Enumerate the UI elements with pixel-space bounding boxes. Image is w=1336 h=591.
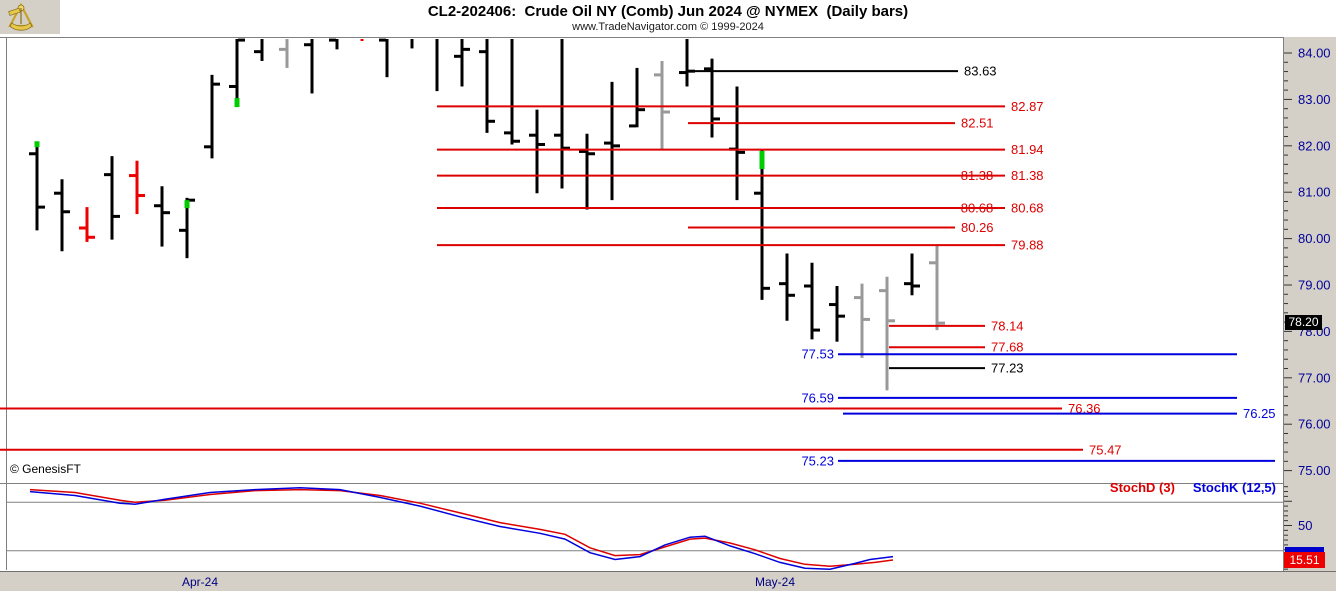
price-level-label: 82.87 <box>1011 99 1044 114</box>
logo-area <box>0 0 60 34</box>
price-axis-label: 77.00 <box>1298 370 1331 385</box>
price-level: 77.53 <box>801 347 1237 362</box>
chart-subtitle: www.TradeNavigator.com © 1999-2024 <box>572 21 764 33</box>
price-level: 77.68 <box>889 340 1024 355</box>
price-level: 81.94 <box>437 142 1044 157</box>
ohlc-bar <box>604 81 620 201</box>
price-level: 80.68 80.68 <box>437 201 1044 216</box>
price-level-label: 81.94 <box>1011 142 1044 157</box>
ohlc-bar <box>479 39 495 133</box>
ohlc-bar <box>104 156 120 240</box>
ohlc-bar <box>304 39 314 94</box>
ohlc-bar <box>754 149 770 300</box>
ohlc-bar <box>729 86 745 201</box>
ohlc-bar <box>79 207 95 242</box>
ohlc-bar <box>804 262 820 340</box>
stochd-line <box>29 488 894 568</box>
price-level: 76.36 <box>0 401 1101 416</box>
ohlc-bar <box>129 160 145 215</box>
ohlc-bar <box>829 286 845 342</box>
ohlc-bar <box>204 74 220 159</box>
price-axis-label: 75.00 <box>1298 463 1331 478</box>
genesisft-watermark: © GenesisFT <box>10 462 81 476</box>
sextant-icon <box>6 2 36 32</box>
ohlc-bar <box>929 245 945 331</box>
price-level: 83.63 <box>688 64 997 79</box>
ohlc-bar <box>629 67 645 128</box>
ohlc-bar <box>29 142 45 231</box>
price-level: 82.51 <box>688 116 994 131</box>
stochk-line <box>29 486 894 570</box>
time-axis-label: Apr-24 <box>181 575 219 589</box>
stochk-indicator-label[interactable]: StochK (12,5) <box>1192 480 1276 495</box>
price-level-label: 75.23 <box>801 453 834 468</box>
price-level: 75.23 <box>801 453 1275 468</box>
ohlc-bar <box>154 186 170 247</box>
last-price-badge: 78.20 <box>1285 315 1322 330</box>
signal-marker <box>34 141 40 148</box>
ohlc-bar <box>529 109 545 194</box>
ohlc-bar <box>679 39 695 87</box>
price-level-label: 83.63 <box>964 64 997 79</box>
ohlc-bar <box>254 39 264 61</box>
price-level: 75.47 <box>0 442 1122 457</box>
price-level-label: 80.26 <box>961 220 994 235</box>
indicator-legend: StochD (3) StochK (12,5) <box>1110 480 1276 495</box>
price-level-label: 81.38 <box>1011 168 1044 183</box>
price-level-label: 78.14 <box>991 318 1024 333</box>
ohlc-bar <box>329 38 339 50</box>
price-axis-label: 81.00 <box>1298 185 1331 200</box>
price-axis-label: 82.00 <box>1298 138 1331 153</box>
price-axis-label: 80.00 <box>1298 231 1331 246</box>
price-level: 77.23 <box>889 361 1024 376</box>
time-axis[interactable]: Apr-24 May-24 <box>0 571 1336 591</box>
stochd-indicator-label[interactable]: StochD (3) <box>1109 480 1175 495</box>
price-level-label: 77.53 <box>801 347 834 362</box>
price-axis-label: 76.00 <box>1298 417 1331 432</box>
time-axis-label: May-24 <box>754 575 796 589</box>
price-level: 78.14 <box>889 318 1024 333</box>
ohlc-bar <box>504 39 520 145</box>
signal-marker <box>234 98 240 108</box>
price-level: 81.38 81.38 <box>437 168 1044 183</box>
stochd-value-badge: 15.51 <box>1284 552 1325 568</box>
ohlc-bar <box>379 38 389 78</box>
ohlc-bar <box>229 38 245 103</box>
price-level-label: 76.25 <box>1243 406 1276 421</box>
price-level-label: 80.68 <box>1011 201 1044 216</box>
price-axis-label: 83.00 <box>1298 92 1331 107</box>
ohlc-bar <box>279 39 289 68</box>
price-level-label: 77.68 <box>991 340 1024 355</box>
stochastic-panel-canvas[interactable] <box>0 483 1283 571</box>
price-chart-canvas[interactable]: 83.63 82.87 82.51 81.94 81.38 81.38 80.68 80.68… <box>0 37 1283 484</box>
ohlc-bar <box>779 253 795 321</box>
ohlc-bar <box>54 179 70 252</box>
ohlc-bar <box>554 39 570 189</box>
price-level-label: 77.23 <box>991 361 1024 376</box>
price-level-label: 76.59 <box>801 390 834 405</box>
ohlc-bar <box>579 133 595 210</box>
price-level-label: 79.88 <box>1011 238 1044 253</box>
price-axis-label: 79.00 <box>1298 278 1331 293</box>
ohlc-bar <box>454 39 470 87</box>
ohlc-bar <box>654 60 670 150</box>
price-level: 76.25 <box>843 406 1276 421</box>
stoch-axis-label: 50 <box>1298 518 1312 533</box>
price-level: 79.88 <box>437 238 1044 253</box>
price-level: 80.26 <box>688 220 994 235</box>
price-level: 76.59 <box>801 390 1237 405</box>
signal-marker <box>184 200 190 209</box>
price-level-label: 76.36 <box>1068 401 1101 416</box>
price-axis-label: 84.00 <box>1298 46 1331 61</box>
chart-title: CL2-202406: Crude Oil NY (Comb) Jun 2024… <box>427 3 909 20</box>
ohlc-bar <box>904 253 920 296</box>
price-level-label: 75.47 <box>1089 442 1122 457</box>
ohlc-bar <box>879 276 895 391</box>
price-level: 82.87 <box>437 99 1044 114</box>
price-level-label: 82.51 <box>961 116 994 131</box>
signal-marker <box>759 150 765 169</box>
ohlc-bar <box>854 283 870 358</box>
price-axis[interactable]: 84.00 83.00 82.00 81.00 80.00 79.00 78.00 77.00… <box>1283 37 1336 571</box>
